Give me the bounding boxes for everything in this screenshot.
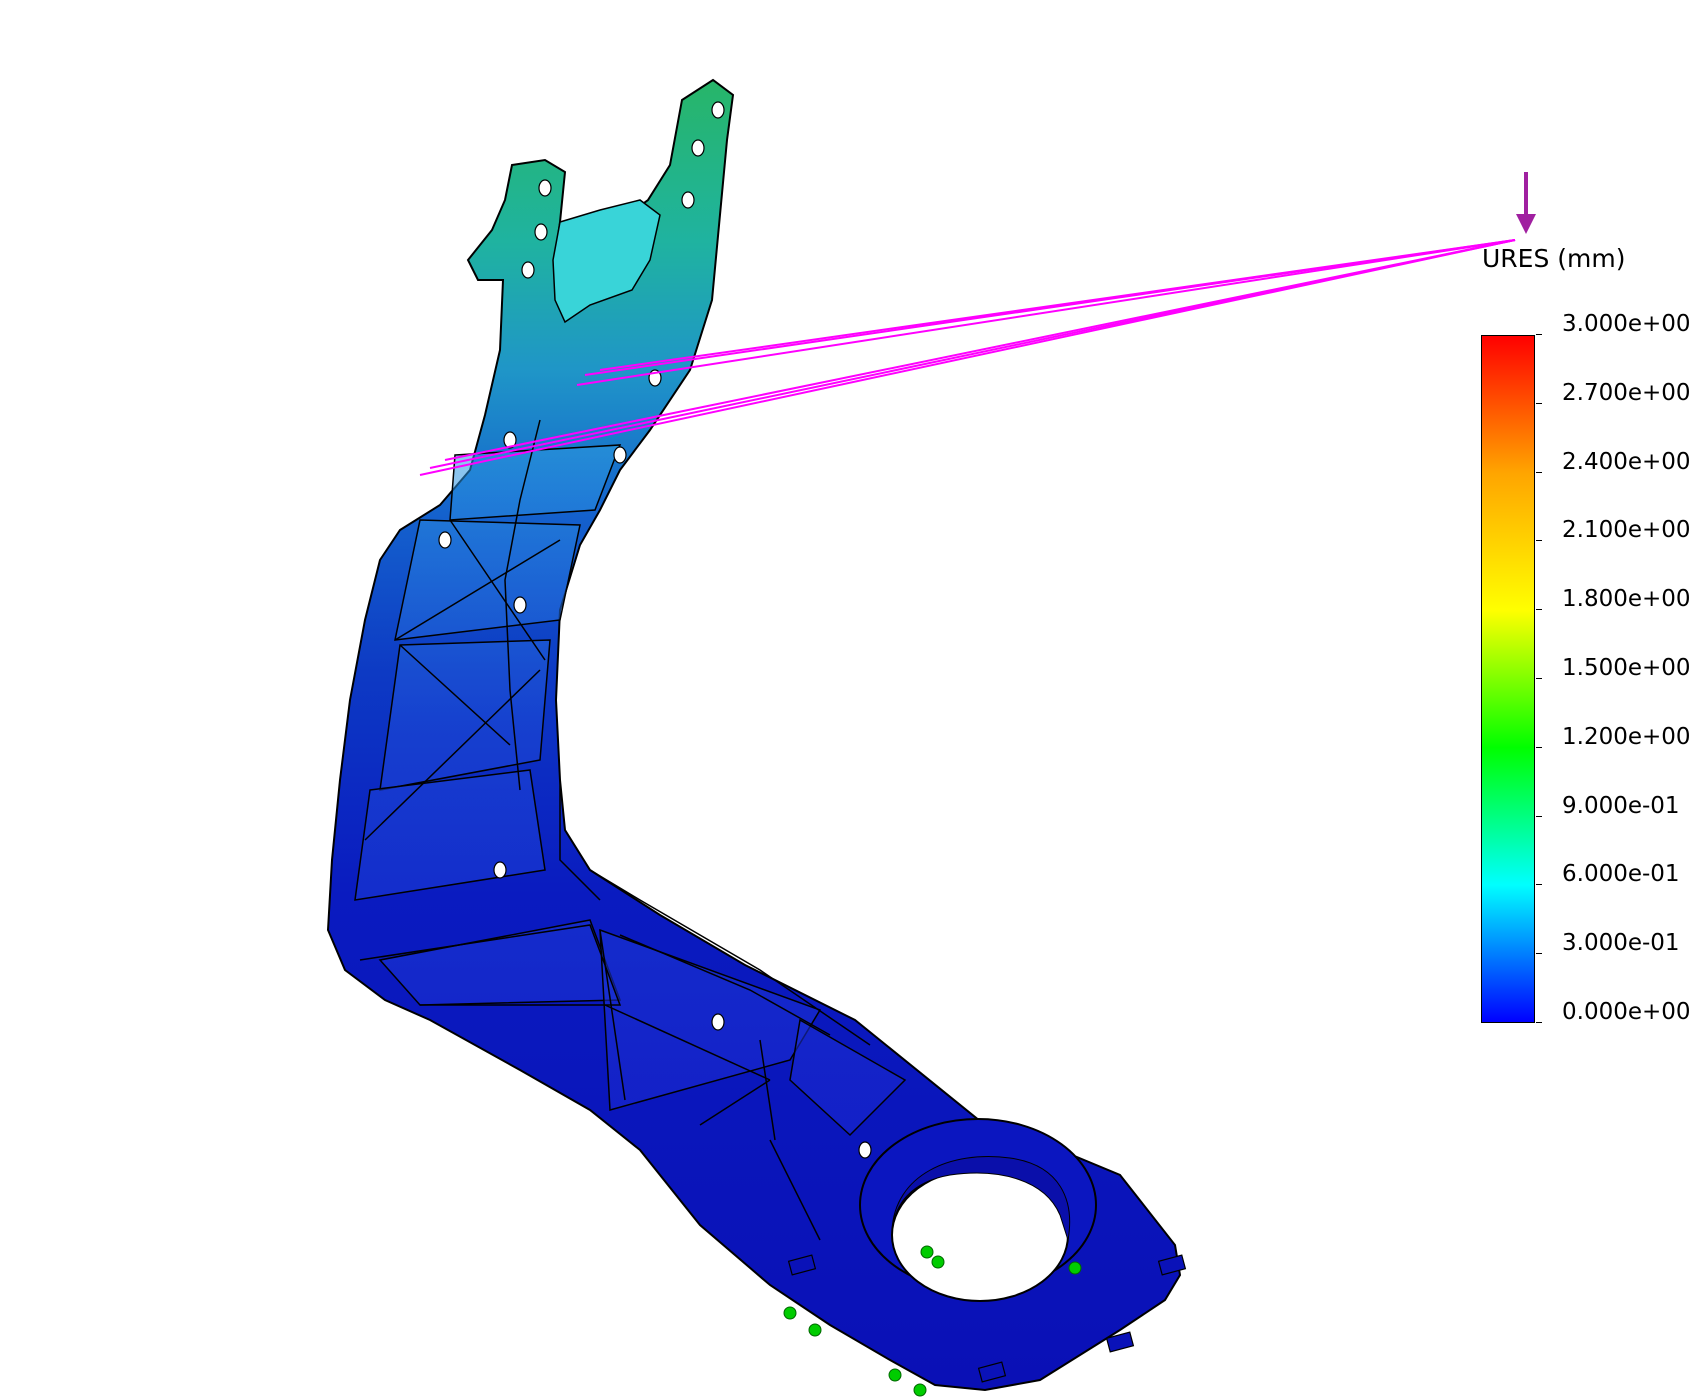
legend-label: 2.700e+00: [1562, 379, 1691, 406]
legend-tick: [1536, 402, 1542, 404]
legend-tick: [1536, 471, 1542, 473]
part-edges: [359, 419, 871, 1241]
legend-label: 1.800e+00: [1562, 586, 1691, 613]
legend-tick: [1536, 746, 1542, 748]
part-holes: [438, 101, 872, 1159]
legend-tick: [1536, 953, 1542, 955]
legend-label: 3.000e-01: [1562, 930, 1680, 957]
legend-label: 1.500e+00: [1562, 655, 1691, 681]
color-legend-bar: [1481, 335, 1535, 1023]
legend-tick: [1536, 609, 1542, 611]
gravity-arrow-icon: [1516, 172, 1536, 234]
remote-load-lines: [419, 239, 1516, 476]
legend-label: 2.400e+00: [1562, 448, 1691, 475]
fixture-markers: [783, 1245, 1082, 1397]
legend-label: 0.000e+00: [1562, 999, 1691, 1025]
legend-tick: [1536, 884, 1542, 886]
legend-label: 9.000e-01: [1562, 792, 1680, 819]
mounting-pads: [787, 1254, 1187, 1383]
legend-label: 2.100e+00: [1562, 517, 1691, 544]
part-inner-cavity: [552, 199, 661, 324]
legend-tick: [1536, 540, 1542, 542]
legend-tick: [1536, 678, 1542, 679]
legend-tick: [1536, 815, 1542, 817]
bore-wall: [891, 1156, 1071, 1241]
legend-tick: [1536, 1022, 1542, 1023]
legend-title: URES (mm): [1482, 244, 1626, 273]
legend-label: 6.000e-01: [1562, 861, 1680, 888]
legend-tick: [1536, 334, 1542, 335]
part-body: [326, 78, 1182, 1392]
legend-label: 3.000e+00: [1562, 311, 1691, 337]
legend-label: 1.200e+00: [1562, 723, 1691, 750]
